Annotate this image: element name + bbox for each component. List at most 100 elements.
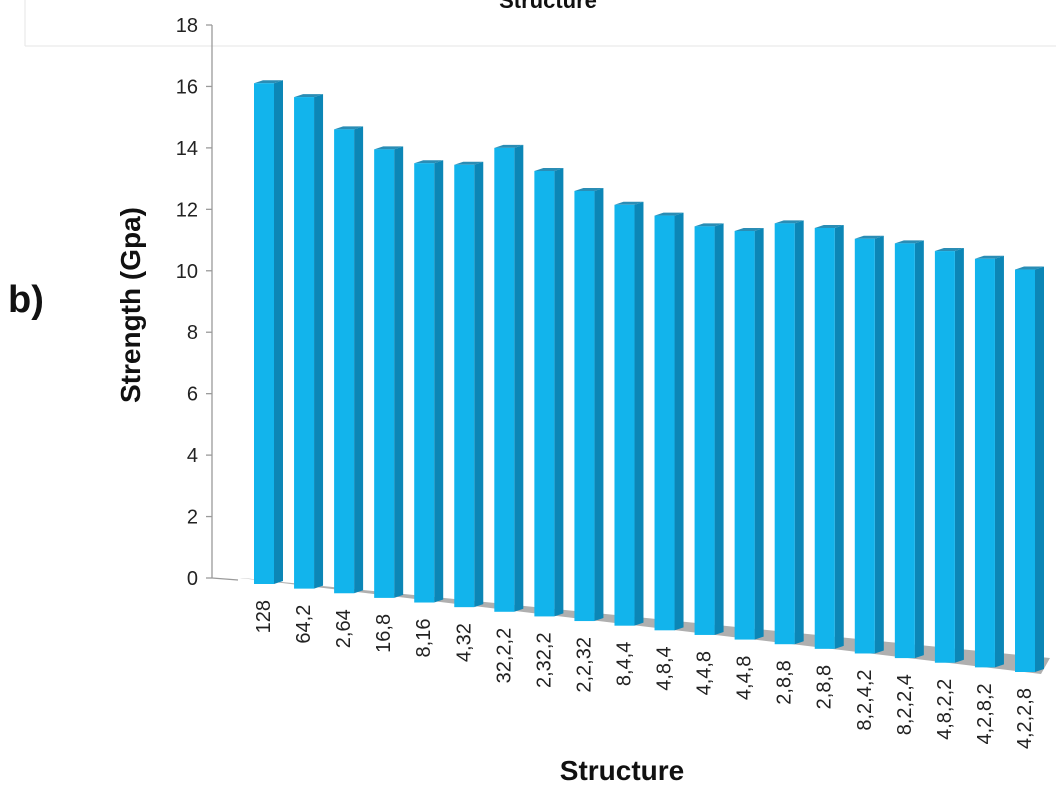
bar-front [574,190,595,622]
bar-front [774,223,795,645]
bar-side [914,240,924,659]
bar [694,223,724,635]
y-tick-label: 4 [187,445,198,467]
x-tick-label: 4,2,8,2 [974,683,996,744]
bar-side [314,94,324,589]
chart-title: Structure [499,0,597,13]
x-tick-label: 4,8,2,2 [934,679,956,740]
bar-side [954,248,964,663]
bar-front [654,215,675,631]
x-tick-label: 8,2,4,2 [854,669,876,730]
bar [814,224,844,649]
y-tick-label: 12 [176,199,198,221]
bar-front [254,83,274,584]
bar-side [394,146,404,598]
bar-front [374,149,395,598]
x-tick-label: 4,4,8 [694,651,716,695]
x-tick-label: 4,2,2,8 [1014,688,1036,749]
bar [334,126,364,594]
bar-top [854,235,884,239]
y-tick-label: 6 [187,384,198,406]
x-tick-label: 16,8 [373,614,395,653]
bar [734,227,764,640]
bar [974,255,1004,668]
bar [654,212,684,631]
bar-front [1015,269,1035,672]
x-tick-label: 32,2,2 [493,628,515,684]
y-axis-label: Strength (Gpa) [115,207,146,403]
bar [614,201,644,626]
bar-top [774,220,804,224]
x-tick-label: 2,2,32 [573,637,595,693]
bar-top [654,212,684,216]
y-tick-label: 0 [187,568,198,590]
x-tick-label: 4,4,8 [734,656,756,700]
bar [534,167,564,617]
bar-side [354,126,364,594]
x-tick-label: 4,32 [453,623,475,662]
bar-side [594,187,604,622]
bar-front [854,238,875,654]
bar-side [1035,266,1044,672]
x-tick-label: 2,8,8 [814,665,836,709]
floor-plane [212,578,1050,674]
bar [494,144,524,612]
bar-top [294,94,324,98]
bar [414,160,444,603]
bar-side [794,220,804,645]
bar-side [434,160,444,603]
y-tick-label: 2 [187,507,198,529]
bar-top [894,240,924,244]
y-axis-floor-edge [211,577,239,581]
bar [374,146,404,598]
bar [854,235,884,654]
bar-side [714,223,724,635]
bar-top [454,161,484,165]
bar-front [734,230,755,640]
x-tick-labels: 128 64,2 2,64 16,8 8,16 4,32 32,2,2 2,32,2 2,2,3… [253,600,1036,749]
bar [294,94,324,589]
bar [1015,266,1044,672]
bar-front [894,243,915,659]
bar-top [254,80,283,84]
bar [254,80,283,584]
bar-front [694,226,715,635]
bar-side [634,201,644,626]
x-tick-label: 8,2,2,4 [894,674,916,735]
y-tick-labels: 0 2 4 6 8 10 12 14 16 18 [176,15,198,590]
bar [774,220,804,645]
bar [894,240,924,659]
y-tick-label: 14 [176,138,198,160]
bar-front [454,164,475,608]
bar-side [674,212,684,631]
bar-top [494,144,524,148]
chart-floor [212,578,1050,674]
bar-top [694,223,724,227]
y-tick-label: 10 [176,261,198,283]
bar-side [754,227,764,640]
bar-top [374,146,404,150]
x-tick-label: 2,8,8 [774,660,796,704]
x-axis-label: Structure [560,755,684,786]
bar-side [274,80,283,584]
bar-top [814,224,844,228]
bar-front [614,204,635,626]
bar-side [554,167,564,617]
x-tick-label: 4,8,4 [654,646,676,690]
x-tick-label: 8,16 [413,619,435,658]
bar-side [514,144,524,612]
y-tick-label: 16 [176,76,198,98]
bar-top [1015,266,1044,270]
bar-top [414,160,444,164]
bars [254,80,1044,672]
y-axis [206,24,239,581]
x-tick-label: 128 [253,600,275,633]
bar-front [814,227,835,649]
bar-front [494,147,515,612]
bar-front [294,97,315,589]
x-tick-label: 8,4,4 [613,642,635,686]
panel-label: b) [8,279,44,321]
bar-top [734,227,764,231]
bar-top [974,255,1004,259]
